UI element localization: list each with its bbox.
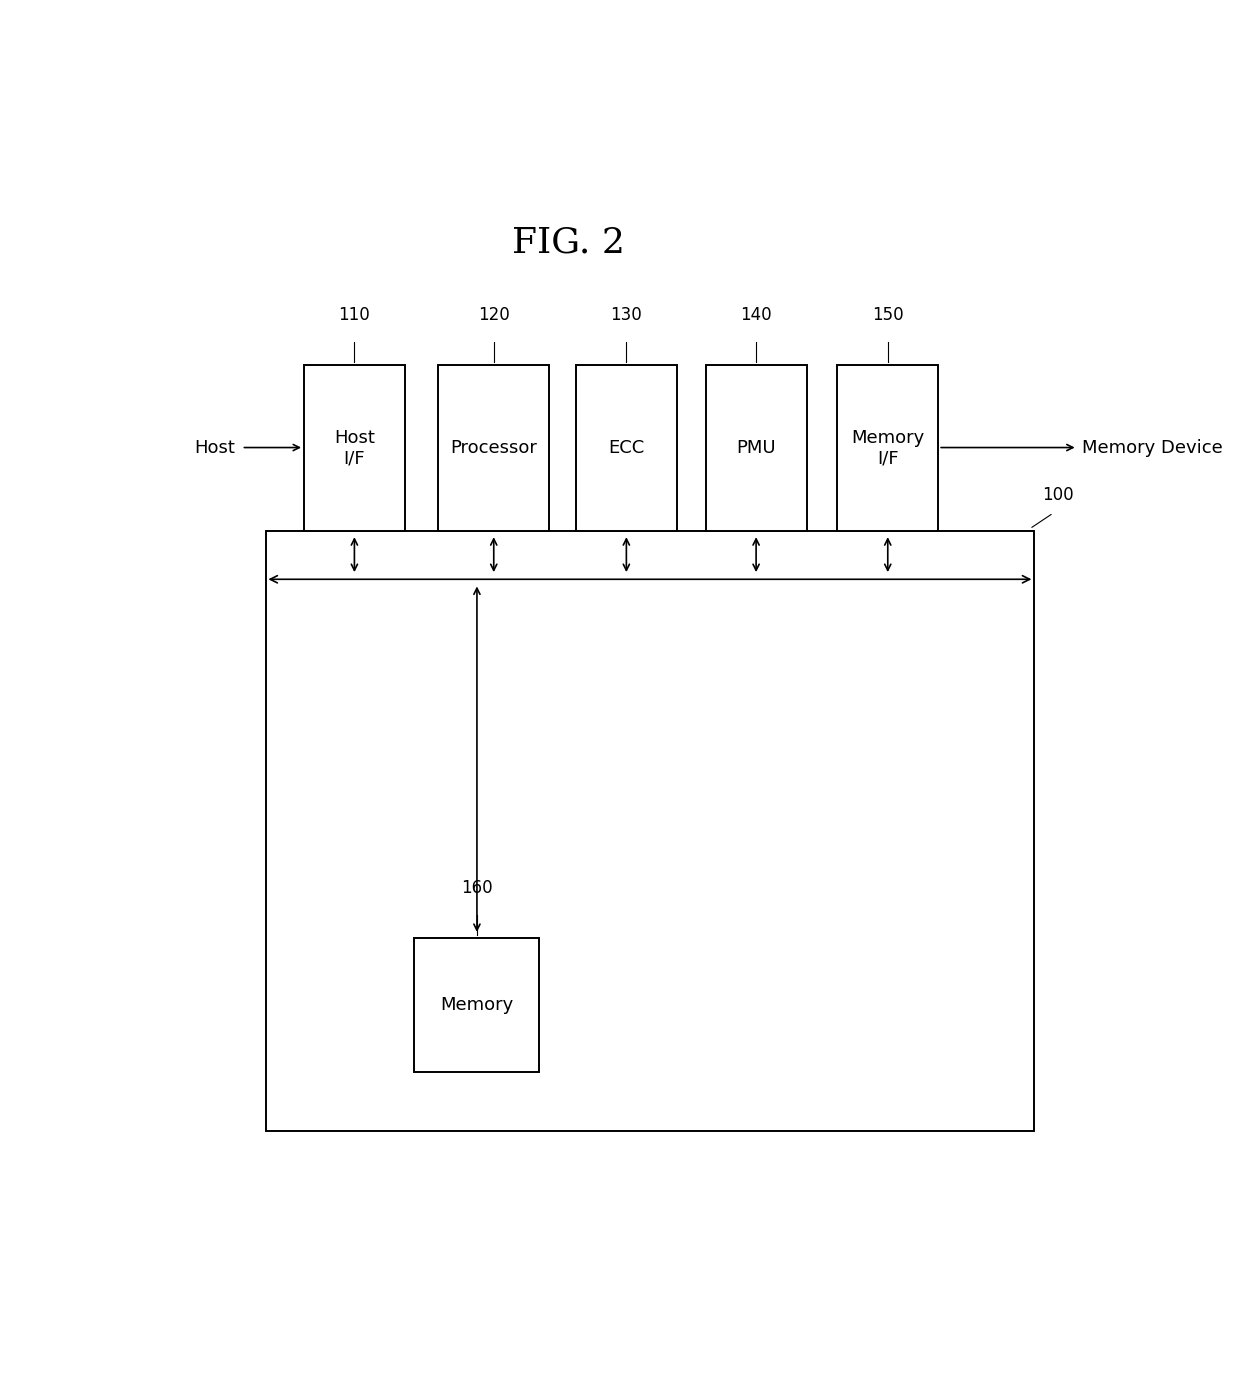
Text: ECC: ECC <box>609 440 645 458</box>
Text: Memory Device: Memory Device <box>1083 438 1223 456</box>
Text: Memory
I/F: Memory I/F <box>851 428 924 467</box>
Text: 130: 130 <box>610 306 642 324</box>
Bar <box>837 364 939 531</box>
Text: Host
I/F: Host I/F <box>334 428 374 467</box>
Text: 120: 120 <box>477 306 510 324</box>
Text: 160: 160 <box>461 879 492 897</box>
Text: 100: 100 <box>1043 487 1074 505</box>
Text: 140: 140 <box>740 306 773 324</box>
Bar <box>265 531 1034 1131</box>
Text: FIG. 2: FIG. 2 <box>512 225 625 260</box>
Text: Host: Host <box>193 438 234 456</box>
Text: Memory: Memory <box>440 996 513 1014</box>
Bar <box>706 364 806 531</box>
Bar <box>304 364 405 531</box>
Text: 150: 150 <box>872 306 904 324</box>
Text: PMU: PMU <box>737 440 776 458</box>
Bar <box>414 938 539 1072</box>
Text: 110: 110 <box>339 306 371 324</box>
Bar <box>575 364 677 531</box>
Bar <box>439 364 549 531</box>
Text: Processor: Processor <box>450 440 537 458</box>
